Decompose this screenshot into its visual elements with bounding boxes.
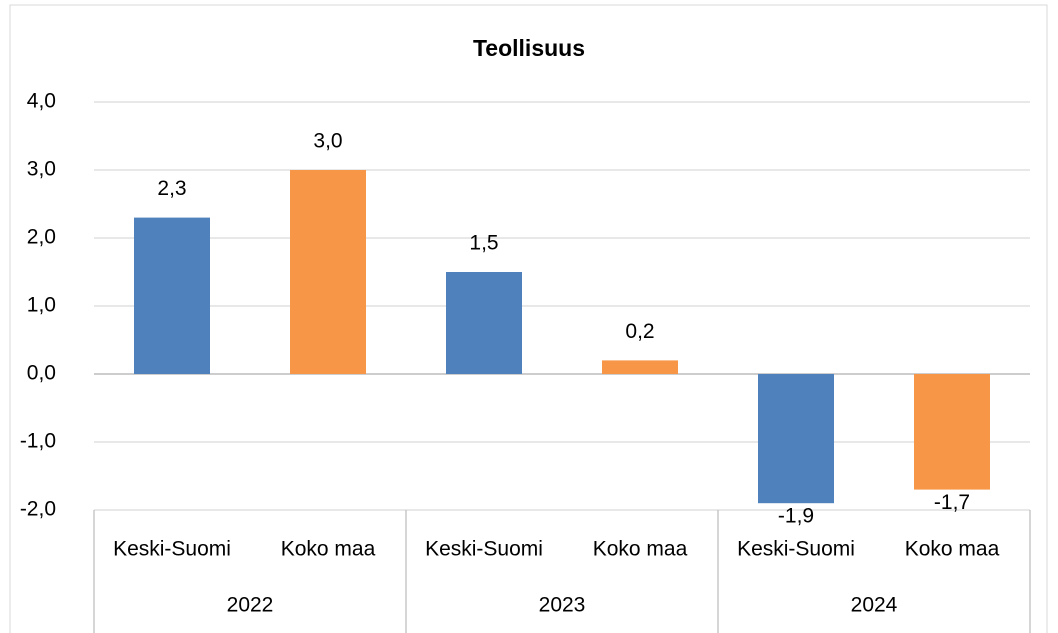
data-label: 2,3 xyxy=(157,177,186,200)
group-label: 2022 xyxy=(227,594,274,617)
bar xyxy=(290,170,366,374)
y-tick-label: 0,0 xyxy=(27,362,56,385)
y-tick-label: 3,0 xyxy=(27,158,56,181)
y-tick-label: 4,0 xyxy=(27,90,56,113)
y-tick-label: -1,0 xyxy=(20,430,56,453)
data-label: -1,9 xyxy=(778,505,814,528)
data-label: 1,5 xyxy=(469,232,498,255)
data-label: 3,0 xyxy=(313,130,342,153)
x-tick-label: Koko maa xyxy=(281,538,376,561)
y-tick-label: -2,0 xyxy=(20,498,56,521)
x-tick-label: Koko maa xyxy=(905,538,1000,561)
bar xyxy=(758,374,834,504)
bar xyxy=(134,217,210,374)
group-label: 2024 xyxy=(851,594,898,617)
y-tick-label: 2,0 xyxy=(27,226,56,249)
x-tick-label: Keski-Suomi xyxy=(737,538,855,561)
group-label: 2023 xyxy=(539,594,586,617)
x-tick-label: Koko maa xyxy=(593,538,688,561)
data-label: 0,2 xyxy=(625,320,654,343)
bar xyxy=(914,374,990,490)
y-tick-label: 1,0 xyxy=(27,294,56,317)
bar xyxy=(602,360,678,374)
chart-title: Teollisuus xyxy=(473,35,585,61)
bar xyxy=(446,272,522,374)
x-tick-label: Keski-Suomi xyxy=(425,538,543,561)
x-tick-label: Keski-Suomi xyxy=(113,538,231,561)
data-label: -1,7 xyxy=(934,491,970,514)
